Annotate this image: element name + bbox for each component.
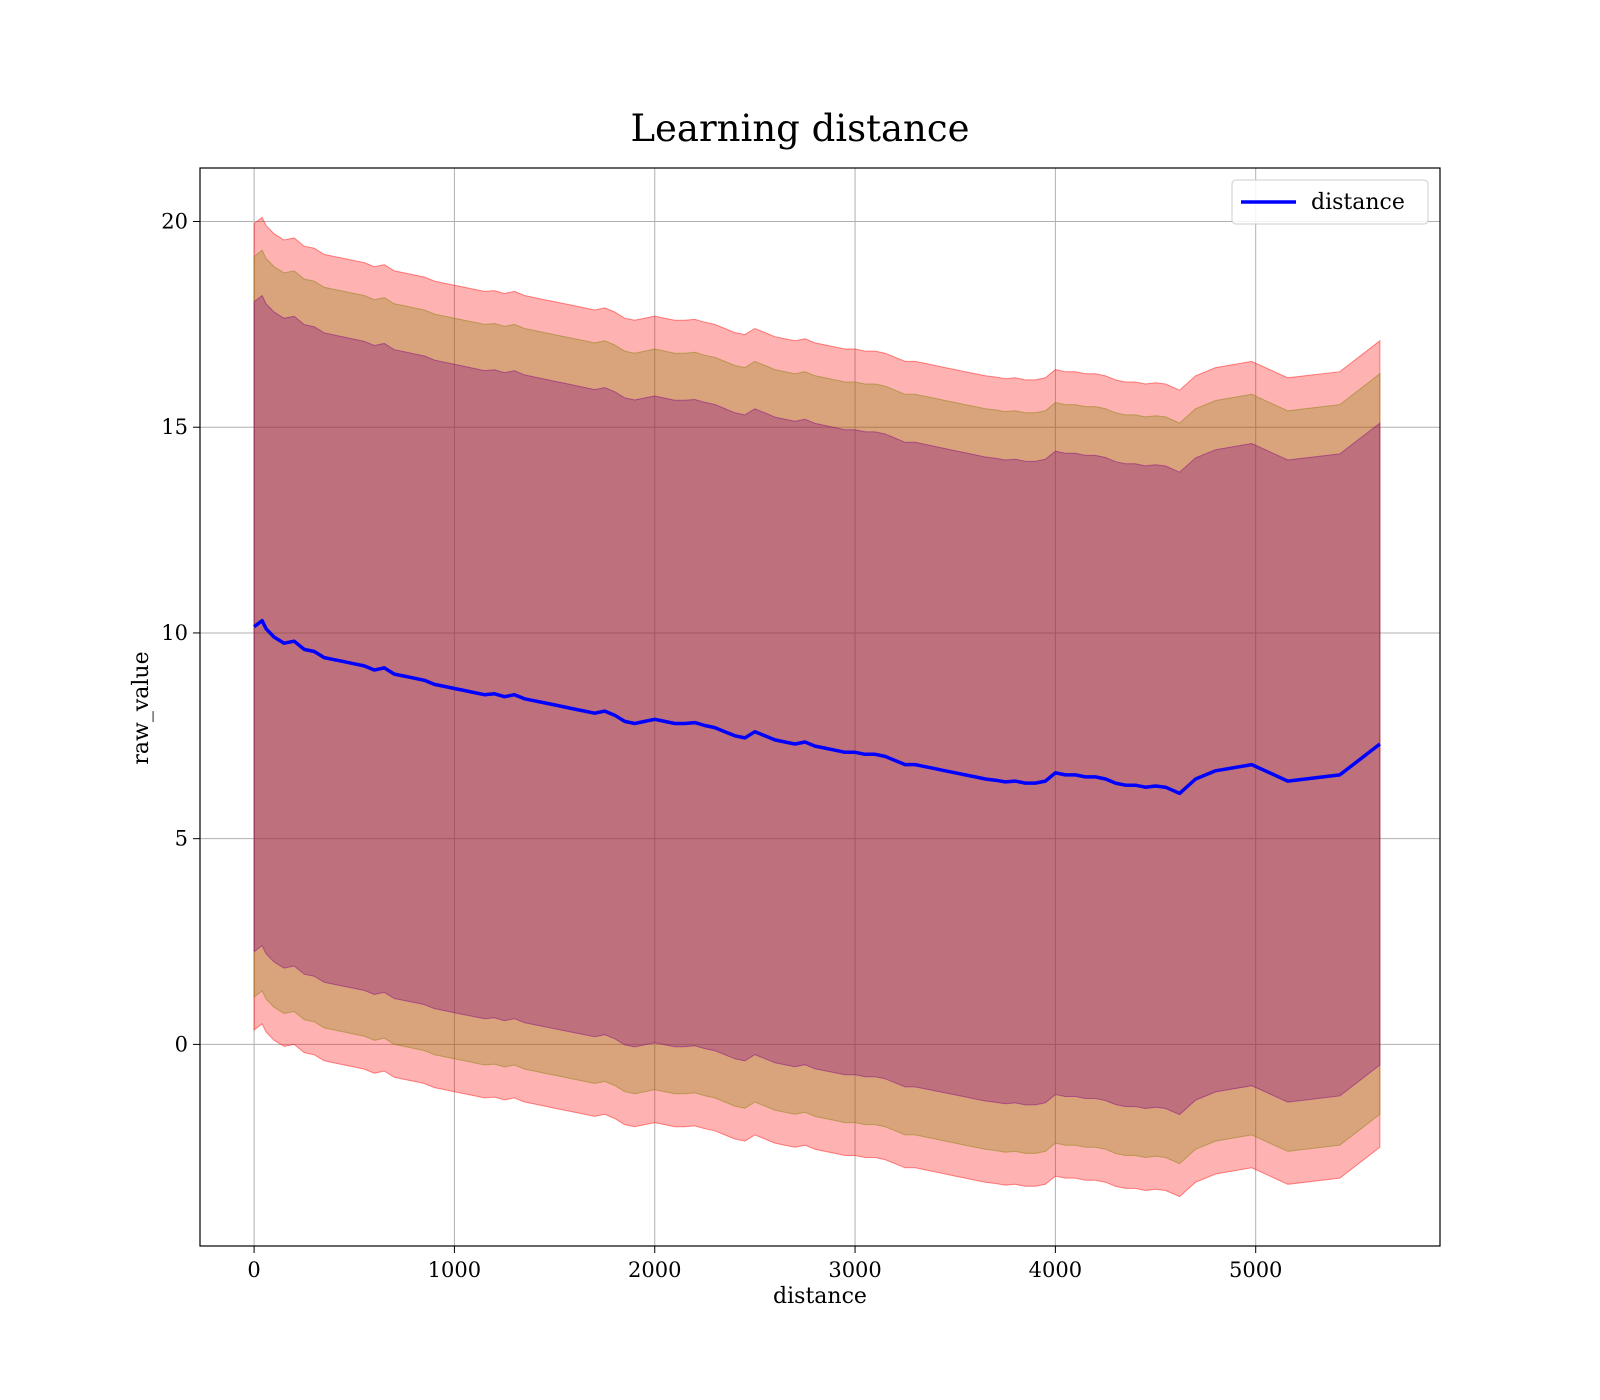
chart-title: Learning distance [630, 107, 969, 150]
x-tick-label: 4000 [1029, 1258, 1082, 1282]
legend: distance [1231, 179, 1429, 225]
x-tick-label: 0 [247, 1258, 260, 1282]
plot-area [200, 168, 1440, 1246]
legend-box [1231, 179, 1429, 225]
y-tick-label: 5 [175, 827, 188, 851]
confidence-bands [253, 216, 1381, 1198]
plot-frame [199, 167, 1441, 1247]
y-tick-label: 15 [161, 415, 188, 439]
y-tick-label: 10 [161, 621, 188, 645]
y-axis-ticks: 0 5 10 15 20 [161, 209, 200, 1056]
series-line-distance [253, 618, 1381, 796]
y-axis-label: raw_value [129, 651, 154, 764]
x-axis-label: distance [773, 1284, 867, 1309]
x-axis-ticks: 0 1000 2000 3000 4000 5000 [247, 1246, 1282, 1282]
band-1-sigma [253, 294, 1381, 1116]
y-tick-label: 0 [175, 1032, 188, 1056]
legend-label: distance [1311, 190, 1405, 215]
x-tick-label: 3000 [828, 1258, 881, 1282]
x-tick-label: 2000 [628, 1258, 681, 1282]
band-2-sigma [253, 249, 1381, 1165]
band-3-sigma [253, 216, 1381, 1198]
y-tick-label: 20 [161, 209, 188, 233]
x-tick-label: 5000 [1229, 1258, 1282, 1282]
series-lines [253, 618, 1381, 796]
x-tick-label: 1000 [428, 1258, 481, 1282]
